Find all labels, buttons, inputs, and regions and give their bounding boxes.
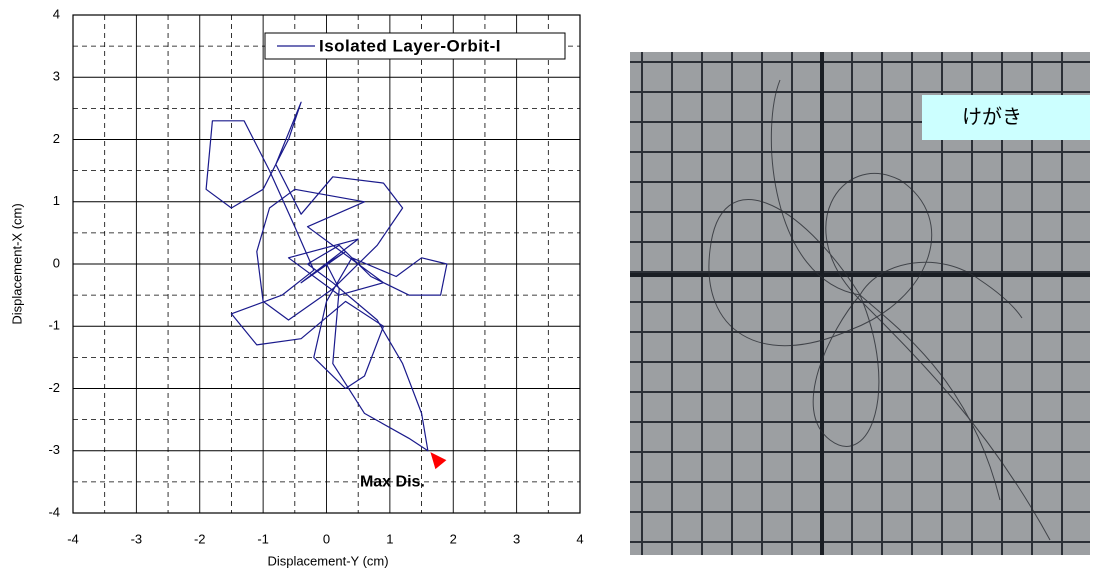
photo-scratches	[708, 79, 1051, 541]
x-tick-label: -3	[131, 531, 143, 546]
chart: Displacement-Y (cm) Displacement-X (cm) …	[9, 6, 583, 568]
y-axis-label: Displacement-X (cm)	[9, 203, 24, 324]
legend-label: Isolated Layer-Orbit-I	[319, 36, 501, 55]
x-tick-label: 3	[513, 531, 520, 546]
orbit-line	[205, 101, 448, 452]
annotation: Max Dis.	[360, 473, 425, 490]
y-tick-label: -2	[48, 380, 60, 395]
y-tick-label: -1	[48, 318, 60, 333]
x-tick-label: -2	[194, 531, 206, 546]
y-tick-label: 4	[53, 6, 60, 21]
photo-label-box	[922, 95, 1090, 140]
y-tick-label: 1	[53, 193, 60, 208]
plot-frame	[72, 14, 581, 514]
y-tick-label: 3	[53, 69, 60, 84]
x-tick-label: 0	[323, 531, 330, 546]
x-tick-label: -4	[67, 531, 79, 546]
x-axis-label: Displacement-Y (cm)	[267, 553, 388, 568]
x-tick-label: 2	[450, 531, 457, 546]
x-tick-label: -1	[257, 531, 269, 546]
y-tick-label: -4	[48, 504, 60, 519]
y-tick-label: 0	[53, 255, 60, 270]
photo-label: けがき	[962, 105, 1022, 128]
x-tick-label: 4	[576, 531, 583, 546]
max-marker	[430, 452, 447, 470]
y-tick-label: 2	[53, 131, 60, 146]
photo-grid	[630, 52, 1090, 555]
y-tick-label: -3	[48, 442, 60, 457]
photo: けがき	[630, 52, 1090, 555]
x-tick-label: 1	[386, 531, 393, 546]
